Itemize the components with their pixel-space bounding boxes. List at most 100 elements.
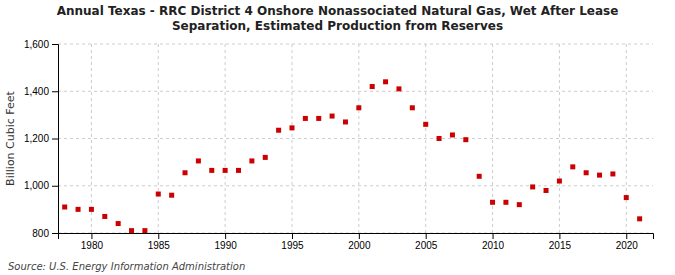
grid-line-x bbox=[158, 44, 159, 233]
grid bbox=[58, 44, 653, 233]
y-tick-mark bbox=[52, 186, 58, 187]
x-tick-label: 2015 bbox=[549, 240, 572, 251]
point bbox=[142, 228, 147, 233]
point bbox=[503, 200, 508, 205]
y-tick: 1,200 bbox=[24, 133, 58, 144]
point bbox=[303, 116, 308, 121]
point bbox=[370, 84, 375, 89]
x-tick: 2000 bbox=[348, 233, 371, 251]
x-tick-mark bbox=[225, 233, 226, 239]
x-tick: 2005 bbox=[415, 233, 438, 251]
point bbox=[183, 170, 188, 175]
grid-line-x bbox=[559, 44, 560, 233]
y-tick: 1,400 bbox=[24, 86, 58, 97]
x-tick-label: 1995 bbox=[281, 240, 304, 251]
x-tick-mark bbox=[158, 233, 159, 239]
x-tick: 1990 bbox=[215, 233, 238, 251]
point bbox=[356, 105, 361, 110]
chart: 1980 1985 1990 1995 2000 2005 2010 2015 2020 800 1… bbox=[0, 0, 675, 275]
grid-line-y bbox=[58, 44, 653, 45]
y-tick: 800 bbox=[32, 228, 58, 239]
point bbox=[196, 158, 201, 163]
x-tick: 1985 bbox=[148, 233, 171, 251]
point bbox=[62, 205, 67, 210]
points bbox=[62, 79, 642, 233]
point bbox=[410, 105, 415, 110]
point bbox=[263, 155, 268, 160]
x-tick-label: 1980 bbox=[81, 240, 104, 251]
y-tick-label: 800 bbox=[32, 228, 49, 239]
point bbox=[610, 171, 615, 176]
point bbox=[343, 119, 348, 124]
point bbox=[584, 170, 589, 175]
x-tick: 2010 bbox=[482, 233, 505, 251]
source: Source: U.S. Energy Information Administ… bbox=[8, 261, 245, 272]
x-tick-mark bbox=[559, 233, 560, 239]
grid-line-x bbox=[425, 44, 426, 233]
grid-line-y bbox=[58, 91, 653, 92]
x-tick-mark bbox=[493, 233, 494, 239]
point bbox=[477, 174, 482, 179]
x-tick-label: 2005 bbox=[415, 240, 438, 251]
point bbox=[276, 128, 281, 133]
x-tick-label: 2010 bbox=[482, 240, 505, 251]
grid-line-x bbox=[291, 44, 292, 233]
point bbox=[450, 132, 455, 137]
point bbox=[89, 207, 94, 212]
point bbox=[236, 168, 241, 173]
x-tick-label: 1990 bbox=[215, 240, 238, 251]
x-tick: 1995 bbox=[281, 233, 304, 251]
point bbox=[624, 195, 629, 200]
point bbox=[102, 214, 107, 219]
point bbox=[530, 184, 535, 189]
point bbox=[517, 202, 522, 207]
point bbox=[223, 168, 228, 173]
y-tick-mark bbox=[52, 44, 58, 45]
x-tick: 2020 bbox=[616, 233, 639, 251]
point bbox=[156, 192, 161, 197]
point bbox=[557, 179, 562, 184]
y-axis-line bbox=[52, 45, 59, 234]
grid-line-y bbox=[58, 185, 653, 186]
point bbox=[76, 207, 81, 212]
point bbox=[316, 116, 321, 121]
grid-line-x bbox=[358, 44, 359, 233]
y-tick-mark bbox=[52, 233, 58, 234]
point bbox=[437, 136, 442, 141]
point bbox=[637, 216, 642, 221]
x-tick-mark bbox=[359, 233, 360, 239]
grid-line-y bbox=[58, 138, 653, 139]
grid-line-x bbox=[626, 44, 627, 233]
point bbox=[249, 158, 254, 163]
point bbox=[116, 221, 121, 226]
y-tick: 1,600 bbox=[24, 39, 58, 50]
point bbox=[544, 188, 549, 193]
x-tick-label: 1985 bbox=[148, 240, 171, 251]
point bbox=[383, 79, 388, 84]
x-tick-label: 2020 bbox=[616, 240, 639, 251]
y-tick-mark bbox=[52, 139, 58, 140]
point bbox=[330, 114, 335, 119]
x-tick-mark bbox=[626, 233, 627, 239]
x-tick: 2015 bbox=[549, 233, 572, 251]
x-axis: 1980 1985 1990 1995 2000 2005 2010 2015 2020 bbox=[59, 233, 654, 251]
point bbox=[463, 137, 468, 142]
y-axis-title: Billion Cubic Feet bbox=[4, 90, 17, 185]
point bbox=[570, 164, 575, 169]
y-tick-mark bbox=[52, 91, 58, 92]
point bbox=[169, 193, 174, 198]
x-tick-label: 2000 bbox=[348, 240, 371, 251]
point bbox=[490, 200, 495, 205]
y-tick-label: 1,000 bbox=[24, 180, 49, 191]
y-axis: 800 1,000 1,200 1,400 1,600 bbox=[24, 39, 59, 239]
x-tick-mark bbox=[91, 233, 92, 239]
x-tick: 1980 bbox=[81, 233, 104, 251]
y-tick-label: 1,200 bbox=[24, 133, 49, 144]
plot-area: 1980 1985 1990 1995 2000 2005 2010 2015 2020 800 1… bbox=[24, 39, 654, 251]
point bbox=[129, 228, 134, 233]
point bbox=[289, 125, 294, 130]
x-tick-mark bbox=[426, 233, 427, 239]
x-axis-line bbox=[59, 234, 654, 240]
point bbox=[396, 86, 401, 91]
title: Annual Texas - RRC District 4 Onshore No… bbox=[57, 4, 619, 33]
